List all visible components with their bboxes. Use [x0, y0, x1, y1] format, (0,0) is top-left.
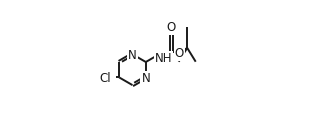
- Text: O: O: [167, 21, 176, 34]
- Text: NH: NH: [155, 52, 172, 65]
- Text: O: O: [175, 47, 184, 60]
- Text: N: N: [142, 72, 150, 85]
- Text: Cl: Cl: [99, 72, 111, 85]
- Text: N: N: [128, 49, 137, 62]
